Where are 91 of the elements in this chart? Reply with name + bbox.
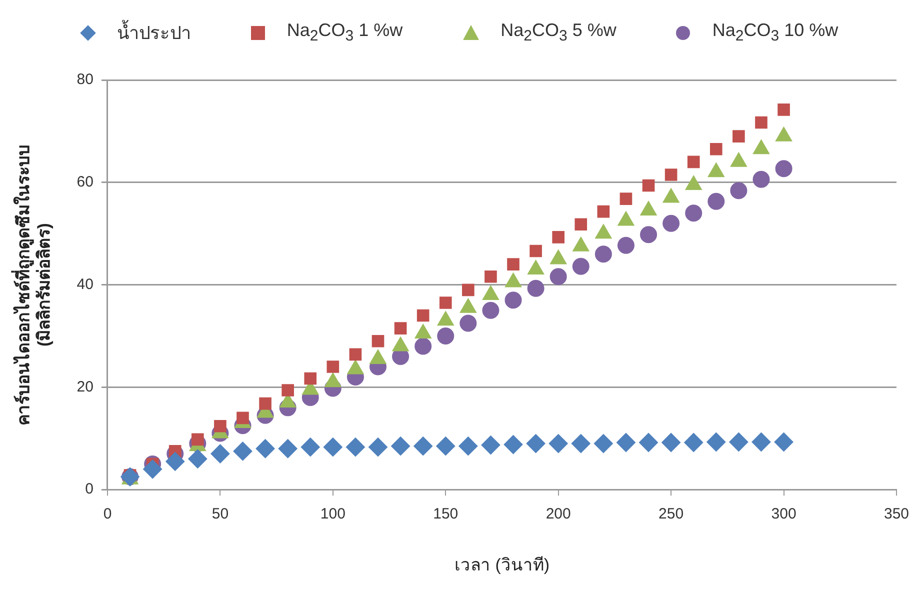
point (166, 452, 185, 471)
point (594, 434, 613, 454)
point (304, 372, 317, 385)
point (687, 156, 700, 168)
point (729, 432, 748, 452)
point (368, 438, 388, 457)
point (391, 436, 410, 456)
point (620, 192, 632, 205)
point (439, 296, 452, 309)
point (214, 420, 226, 432)
x-tick-label: 200 (546, 506, 571, 523)
point (548, 434, 568, 454)
x-tick-label: 350 (884, 506, 909, 523)
point (143, 460, 162, 479)
point (414, 436, 433, 456)
point (507, 258, 520, 270)
point (732, 130, 745, 142)
point (597, 205, 610, 218)
legend-label: Na$_{2}$CO$_{3}$ 1 %w (286, 20, 403, 45)
y-tick-label: 0 (85, 480, 94, 498)
point (664, 168, 678, 181)
point (662, 432, 681, 452)
point (504, 435, 523, 454)
x-tick-label: 300 (771, 506, 796, 523)
point (437, 328, 454, 344)
point (323, 438, 342, 457)
point (326, 360, 340, 373)
point (778, 104, 790, 116)
point (394, 322, 407, 334)
point (300, 438, 320, 457)
point (752, 170, 770, 188)
point (416, 309, 430, 322)
point (708, 192, 725, 210)
point (210, 444, 230, 464)
point (256, 439, 275, 458)
y-tick-label: 20 (76, 378, 94, 396)
point (639, 432, 658, 452)
point (662, 214, 680, 232)
point (259, 397, 272, 410)
point (550, 268, 567, 286)
point (482, 302, 500, 319)
point (774, 432, 794, 452)
point (233, 442, 252, 461)
point (706, 432, 726, 452)
point (460, 314, 477, 332)
x-tick-label: 0 (103, 506, 112, 523)
point (282, 384, 294, 396)
y-tick-label: 80 (76, 71, 94, 88)
point (462, 284, 474, 296)
point (755, 116, 768, 129)
point (414, 338, 432, 355)
point (752, 432, 771, 452)
point (372, 334, 384, 348)
y-tick-label: 60 (76, 174, 94, 191)
point (775, 160, 792, 178)
point (572, 258, 590, 275)
point (504, 292, 522, 309)
point (236, 412, 249, 424)
point (616, 432, 636, 452)
x-tick-label: 250 (658, 506, 684, 523)
point (530, 244, 542, 258)
point (436, 436, 456, 456)
point (484, 270, 497, 283)
point (458, 436, 478, 456)
x-tick-label: 150 (433, 506, 458, 523)
y-axis-title: คาร์บอนไดออกไซด์ที่ถูกดูดซึมในระบบ (มิลลิกรัมต่อลิตร) (10, 144, 54, 426)
point (710, 142, 722, 156)
x-tick-label: 100 (320, 506, 346, 523)
x-tick-label: 50 (212, 506, 229, 523)
x-axis-title: เวลา (วินาที) (454, 555, 550, 574)
point (481, 436, 500, 455)
point (594, 246, 612, 263)
point (571, 434, 590, 454)
point (278, 439, 298, 458)
point (349, 348, 362, 361)
point (617, 236, 634, 254)
point (527, 280, 544, 297)
legend-label: Na$_{2}$CO$_{3}$ 5 %w (500, 20, 616, 45)
y-tick-label: 40 (76, 276, 94, 293)
point (552, 231, 564, 244)
point (188, 449, 208, 468)
point (684, 432, 704, 452)
legend-label: น้ำประปา (116, 18, 191, 45)
point (685, 204, 702, 222)
point (642, 179, 655, 192)
point (574, 218, 588, 231)
legend-label: Na$_{2}$CO$_{3}$ 10 %w (712, 20, 838, 45)
point (346, 438, 365, 457)
point (640, 226, 658, 244)
point (730, 182, 748, 200)
point (526, 434, 546, 454)
